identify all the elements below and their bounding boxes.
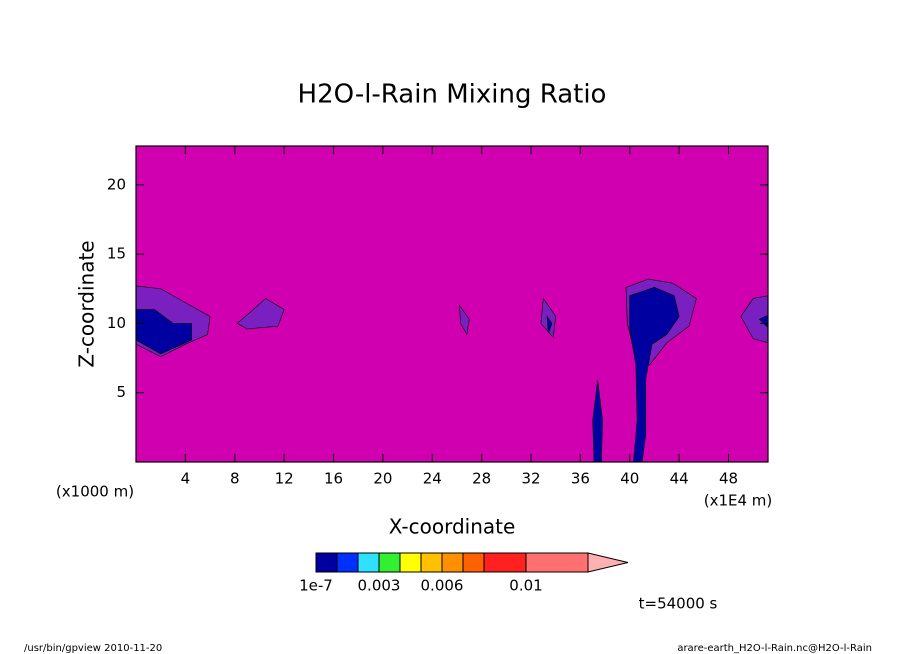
x-tick-label: 24 xyxy=(423,470,442,488)
contour-region xyxy=(629,287,680,462)
y-tick-label: 15 xyxy=(107,245,126,263)
footer-left: /usr/bin/gpview 2010-11-20 xyxy=(24,643,162,654)
y-tick-label: 20 xyxy=(107,175,126,193)
x-tick-label: 32 xyxy=(521,470,540,488)
x-tick-label: 40 xyxy=(620,470,639,488)
contour-region xyxy=(136,309,192,355)
colorbar-tick-label: 1e-7 xyxy=(299,577,333,595)
contour-region xyxy=(546,315,553,334)
y-tick-label: 10 xyxy=(107,314,126,332)
colorbar-box xyxy=(462,552,485,573)
y-tick-label: 5 xyxy=(116,383,126,401)
colorbar-box xyxy=(378,552,401,573)
footer-right: arare-earth_H2O-l-Rain.nc@H2O-l-Rain xyxy=(677,643,872,654)
colorbar-tick-label: 0.006 xyxy=(421,577,464,595)
contour-regions xyxy=(136,278,768,462)
x-unit-label: (x1000 m) xyxy=(56,483,134,501)
x-tick-label: 48 xyxy=(719,470,738,488)
x-unit-label: (x1E4 m) xyxy=(704,492,773,510)
colorbar-extend xyxy=(587,552,629,573)
colorbar-tick-label: 0.003 xyxy=(358,577,401,595)
colorbar-box xyxy=(336,552,359,573)
x-axis-label: X-coordinate xyxy=(389,515,516,539)
colorbar-box xyxy=(357,552,380,573)
colorbar-tick-label: 0.01 xyxy=(509,577,542,595)
x-tick-label: 8 xyxy=(230,470,240,488)
x-tick-label: 28 xyxy=(472,470,491,488)
colorbar-box xyxy=(315,552,338,573)
x-tick-label: 16 xyxy=(324,470,343,488)
colorbar-box xyxy=(399,552,422,573)
colorbar-box xyxy=(483,552,527,573)
x-tick-label: 36 xyxy=(571,470,590,488)
contour-region xyxy=(459,304,470,336)
x-tick-label: 44 xyxy=(670,470,689,488)
x-tick-label: 20 xyxy=(373,470,392,488)
x-tick-label: 4 xyxy=(181,470,191,488)
time-label: t=54000 s xyxy=(639,595,718,613)
plot-frame xyxy=(135,145,769,463)
chart-title: H2O-l-Rain Mixing Ratio xyxy=(298,80,607,110)
y-axis-label: Z-coordinate xyxy=(75,240,99,367)
colorbar-box xyxy=(420,552,443,573)
colorbar-box xyxy=(525,552,589,573)
x-tick-label: 12 xyxy=(275,470,294,488)
contour-region xyxy=(236,298,285,330)
colorbar-box xyxy=(441,552,464,573)
contour-region xyxy=(592,380,603,462)
contour-region xyxy=(740,295,768,344)
